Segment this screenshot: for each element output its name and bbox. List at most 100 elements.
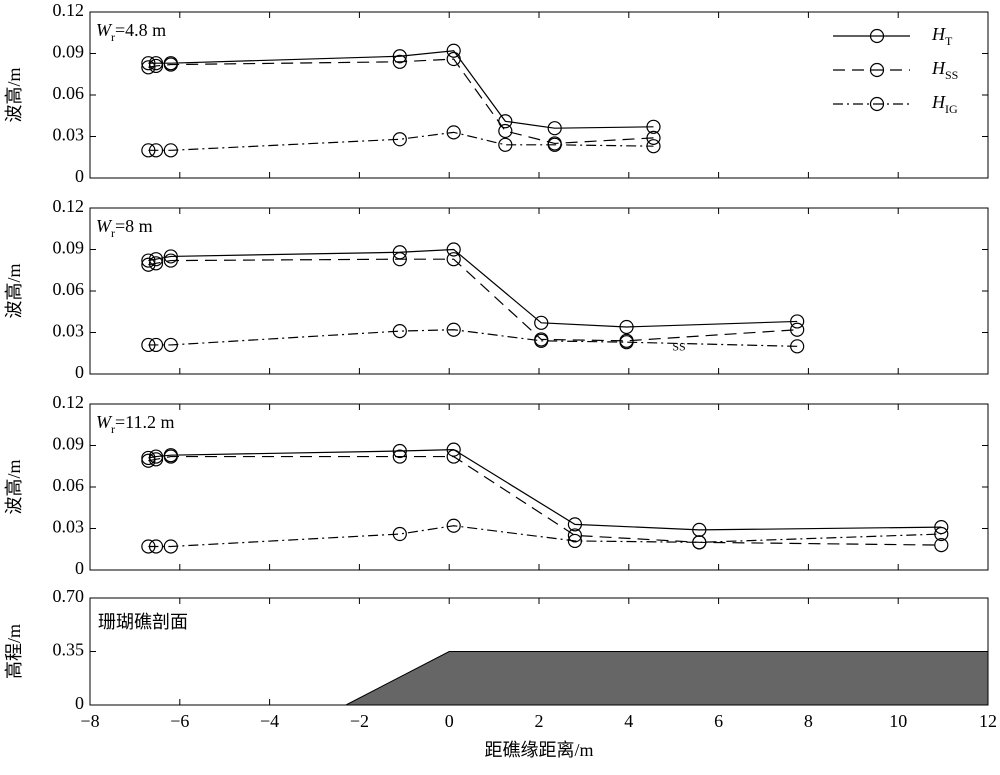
legend-symbol: H bbox=[931, 92, 946, 112]
point bbox=[567, 517, 583, 532]
point bbox=[148, 252, 164, 267]
point bbox=[547, 137, 562, 152]
y-tick-label: 0.35 bbox=[53, 640, 85, 660]
point bbox=[446, 43, 461, 58]
series-line bbox=[148, 131, 654, 151]
label-text: =11.2 m bbox=[115, 412, 174, 432]
point bbox=[163, 337, 178, 353]
panel-title: 珊瑚礁剖面 bbox=[98, 612, 188, 632]
series-line bbox=[148, 329, 798, 347]
point bbox=[619, 335, 634, 350]
x-tick-label: 12 bbox=[979, 711, 997, 731]
point bbox=[148, 337, 164, 353]
point bbox=[163, 143, 178, 158]
point bbox=[934, 520, 949, 535]
y-tick-label: 0 bbox=[75, 166, 84, 186]
y-tick-label: 0.09 bbox=[53, 434, 85, 454]
x-tick-label: 4 bbox=[624, 711, 633, 731]
legend-subscript: IG bbox=[945, 102, 958, 116]
x-tick-label: −4 bbox=[260, 711, 279, 731]
point bbox=[692, 535, 707, 550]
series-line bbox=[148, 455, 942, 546]
x-axis-label: 距礁缘距离/m bbox=[484, 740, 593, 760]
legend-label: HIG bbox=[931, 92, 958, 116]
legend-marker bbox=[869, 62, 885, 78]
point bbox=[446, 125, 461, 140]
label-text: =4.8 m bbox=[115, 20, 166, 40]
series-line bbox=[148, 50, 654, 129]
legend-marker bbox=[869, 96, 885, 112]
point bbox=[446, 51, 461, 67]
point bbox=[148, 58, 164, 74]
x-tick-label: 0 bbox=[445, 711, 454, 731]
y-tick-label: 0.03 bbox=[53, 517, 85, 537]
y-axis-label: 波高/m bbox=[4, 67, 24, 122]
series-line bbox=[148, 248, 798, 328]
y-tick-label: 0.09 bbox=[53, 238, 85, 258]
point bbox=[163, 449, 178, 464]
point bbox=[163, 253, 178, 268]
point bbox=[141, 453, 156, 468]
y-tick-label: 0.12 bbox=[53, 0, 85, 20]
y-tick-label: 0.09 bbox=[53, 42, 85, 62]
point bbox=[163, 249, 178, 264]
panel: 0 0.35 0.70 −8 −6 −4 −2 0 2 4 6 8 10 12 高程/m 距礁缘距离/m 珊瑚礁… bbox=[4, 586, 997, 760]
annotation: SS bbox=[672, 339, 685, 353]
y-tick-label: 0.06 bbox=[53, 83, 85, 103]
point bbox=[141, 257, 156, 272]
legend-subscript: T bbox=[945, 34, 953, 48]
label-symbol: W bbox=[96, 412, 113, 432]
point bbox=[790, 314, 805, 329]
y-tick-label: 0.06 bbox=[53, 475, 85, 495]
point bbox=[163, 539, 178, 554]
x-tick-label: −8 bbox=[80, 711, 99, 731]
point bbox=[141, 56, 156, 71]
label-symbol: W bbox=[96, 20, 113, 40]
y-tick-label: 0.03 bbox=[53, 321, 85, 341]
point bbox=[534, 333, 549, 348]
y-tick-label: 0.12 bbox=[53, 392, 85, 412]
area bbox=[345, 651, 989, 706]
point bbox=[646, 119, 661, 134]
legend-label: HSS bbox=[931, 58, 958, 82]
point bbox=[148, 256, 164, 271]
panel: 0 0.03 0.06 0.09 0.12 波高/m Wr=8 m SS bbox=[4, 196, 989, 382]
point bbox=[141, 539, 156, 554]
point bbox=[498, 137, 513, 152]
panel-label: Wr=11.2 m bbox=[96, 412, 174, 436]
x-tick-label: −6 bbox=[170, 711, 189, 731]
plot-frame bbox=[89, 11, 989, 179]
y-tick-label: 0.70 bbox=[53, 586, 85, 606]
point bbox=[392, 443, 407, 459]
point bbox=[446, 242, 461, 257]
point bbox=[141, 337, 156, 353]
y-tick-label: 0.12 bbox=[53, 196, 85, 216]
y-tick-label: 0 bbox=[75, 693, 84, 713]
x-tick-label: 8 bbox=[804, 711, 813, 731]
legend-symbol: H bbox=[931, 58, 946, 78]
panel: 0 0.03 0.06 0.09 0.12 波高/m Wr=11.2 m bbox=[4, 392, 989, 578]
point bbox=[392, 252, 407, 267]
point bbox=[392, 324, 407, 339]
y-axis-label: 波高/m bbox=[4, 263, 24, 318]
point bbox=[141, 60, 156, 75]
label-text: =8 m bbox=[115, 216, 153, 236]
series-line bbox=[148, 58, 654, 145]
panel-label: Wr=8 m bbox=[96, 216, 153, 240]
point bbox=[392, 449, 407, 464]
plot-frame bbox=[89, 597, 989, 706]
x-tick-label: 6 bbox=[714, 711, 723, 731]
point bbox=[934, 537, 949, 553]
legend-marker bbox=[869, 28, 885, 44]
y-tick-label: 0 bbox=[75, 558, 84, 578]
point bbox=[141, 143, 156, 158]
point bbox=[567, 533, 583, 549]
point bbox=[392, 526, 407, 542]
legend-label: HT bbox=[931, 24, 953, 48]
plot-frame bbox=[89, 207, 989, 375]
y-tick-label: 0.06 bbox=[53, 279, 85, 299]
point bbox=[646, 130, 661, 145]
y-axis-label: 波高/m bbox=[4, 459, 24, 514]
point bbox=[392, 49, 407, 64]
